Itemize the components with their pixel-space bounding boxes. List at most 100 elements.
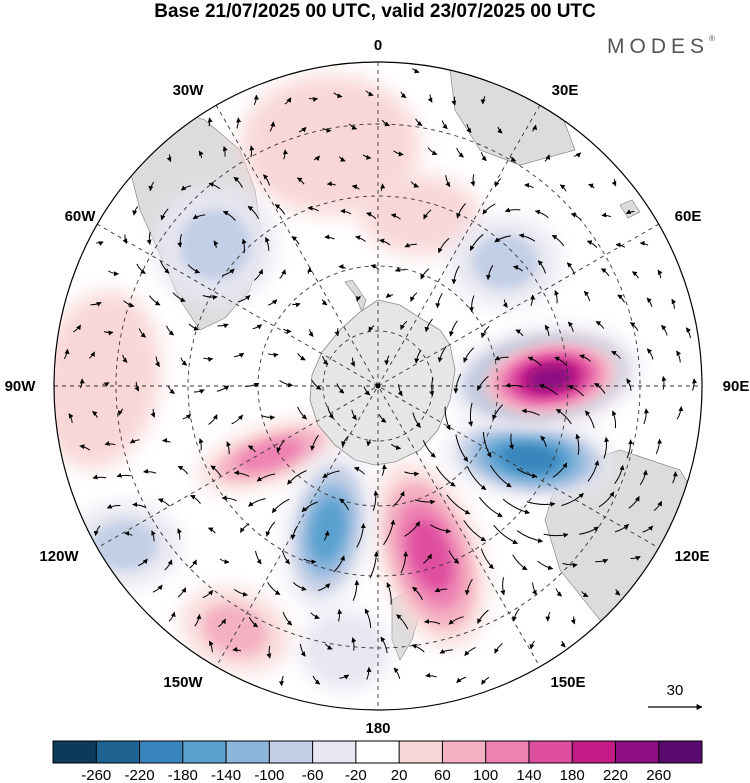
wind-arrow [494,178,502,188]
wind-arrow [339,498,350,511]
wind-arrow [629,322,639,332]
colorbar-swatch [269,741,313,763]
wind-arrow [583,290,591,302]
wind-arrow [434,587,448,593]
wind-arrow [383,519,396,546]
wind-arrow [162,437,171,443]
wind-arrow [340,208,352,215]
wind-arrow [626,439,634,459]
wind-arrow [555,408,572,425]
wind-arrow [573,152,582,158]
colorbar-tick-label: -260 [81,767,111,783]
wind-arrow [420,268,430,280]
colorbar-swatch [312,741,357,763]
wind-arrow [292,302,301,308]
wind-arrow [625,209,635,215]
wind-arrow [404,242,417,248]
wind-arrow [646,348,654,360]
wind-arrow [611,179,617,187]
wind-arrow [311,379,322,390]
wind-arrow [256,473,276,482]
wind-arrow [567,321,574,332]
wind-arrow [252,324,262,330]
wind-arrow [482,203,496,215]
wind-arrow [468,402,474,427]
wind-arrow [554,290,560,304]
wind-arrow [188,323,200,331]
wind-arrow [180,185,192,191]
wind-arrow [322,355,329,365]
wind-arrow [657,269,663,279]
anomaly-contour [311,499,345,561]
wind-arrow [189,559,197,569]
colorbar-swatch [528,741,573,763]
wind-arrow [692,378,698,391]
anomaly-contour [527,365,573,391]
wind-arrow [631,271,639,279]
wind-arrow [568,385,584,397]
wind-arrow [298,126,307,133]
wind-arrow [138,558,148,567]
wind-arrow [365,90,374,97]
wind-arrow [265,521,276,537]
anomaly-shading [54,75,640,690]
wind-arrow [435,466,456,487]
wind-arrow [379,238,391,246]
colorbar-tick-label: 220 [603,767,628,783]
wind-arrow [494,355,509,361]
wind-arrow [333,555,345,573]
wind-arrow [239,523,250,533]
wind-arrow [560,640,566,648]
wind-arrow [307,266,313,275]
wind-arrow [129,438,140,444]
wind-arrow [581,591,589,597]
colorbar-tick-label: 100 [473,767,498,783]
wind-arrow [143,468,157,474]
wind-arrow [351,184,360,190]
wind-arrow [412,586,423,601]
anomaly-high-110E [478,339,622,417]
wind-arrow [372,490,379,511]
wind-arrow [72,324,82,333]
wind-arrow [587,460,600,482]
wind-arrow [282,611,293,626]
wind-arrow [671,298,677,309]
wind-arrow [267,299,278,306]
wind-arrow [512,554,528,571]
wind-arrow [575,433,581,455]
wind-arrow [154,356,160,368]
wind-arrow [322,127,332,133]
wind-arrow [88,351,95,359]
wind-arrow [219,558,230,565]
wind-arrow [104,441,116,446]
wind-arrow [661,324,668,336]
wind-arrow [470,174,476,187]
wind-arrow [194,614,202,627]
colorbar-swatch [182,741,227,763]
wind-arrow [321,299,328,306]
wind-arrow [562,562,578,568]
wind-arrow [203,356,214,362]
wind-arrow [480,548,494,570]
southern-indian-ocean-islands [619,199,641,219]
lon-label-60e: 60E [675,208,702,225]
wind-arrow [412,412,421,428]
wind-arrow [468,295,475,313]
wind-arrow [217,323,229,329]
wind-arrow [481,676,490,685]
anomaly-high-60W-90W [54,290,162,470]
wind-arrow [233,176,243,188]
wind-arrow [192,214,206,220]
wind-arrow [586,240,598,248]
wind-arrow [446,494,471,515]
colorbar-tick-label: 140 [516,767,541,783]
anomaly-contour [203,605,267,655]
wind-arrow [337,609,343,622]
wind-arrow [545,611,551,622]
wind-arrow [551,234,565,247]
wind-arrow [477,376,489,391]
wind-arrow [676,406,684,420]
wind-arrow [172,292,186,302]
wind-arrow [390,443,402,451]
lon-label-150e: 150E [550,674,585,691]
